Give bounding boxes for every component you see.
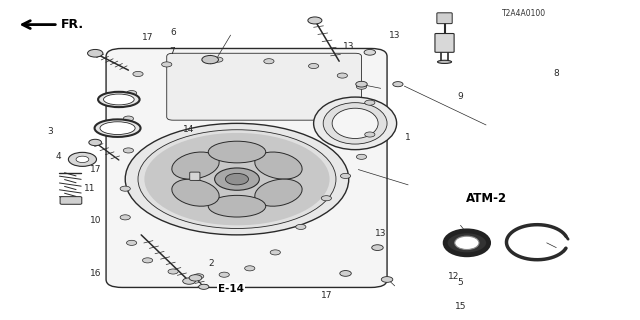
- Text: 16: 16: [90, 268, 101, 278]
- Text: 1: 1: [405, 133, 411, 142]
- Text: T2A4A0100: T2A4A0100: [502, 9, 547, 18]
- Ellipse shape: [323, 103, 387, 144]
- Text: 7: 7: [169, 47, 175, 56]
- Text: E-14: E-14: [218, 284, 244, 294]
- Circle shape: [168, 269, 178, 274]
- Ellipse shape: [314, 97, 397, 150]
- Ellipse shape: [172, 179, 219, 206]
- Circle shape: [68, 152, 97, 166]
- Text: 13: 13: [343, 42, 355, 52]
- Ellipse shape: [438, 60, 452, 63]
- Circle shape: [340, 270, 351, 276]
- Text: 10: 10: [90, 216, 101, 225]
- Circle shape: [124, 116, 134, 121]
- Circle shape: [364, 50, 376, 55]
- Circle shape: [308, 63, 319, 68]
- Text: 3: 3: [47, 127, 53, 136]
- FancyBboxPatch shape: [437, 13, 452, 24]
- Text: 17: 17: [90, 165, 101, 174]
- Text: 8: 8: [554, 69, 559, 78]
- Circle shape: [296, 224, 306, 229]
- Ellipse shape: [98, 92, 140, 107]
- Circle shape: [270, 250, 280, 255]
- Circle shape: [264, 59, 274, 64]
- Circle shape: [189, 275, 202, 281]
- Circle shape: [143, 258, 153, 263]
- FancyBboxPatch shape: [167, 53, 362, 120]
- FancyBboxPatch shape: [60, 197, 82, 204]
- Ellipse shape: [208, 196, 266, 217]
- Ellipse shape: [255, 179, 302, 206]
- Ellipse shape: [104, 94, 134, 105]
- Circle shape: [356, 154, 367, 159]
- Circle shape: [393, 82, 403, 87]
- Text: 13: 13: [375, 229, 387, 238]
- Circle shape: [193, 274, 204, 279]
- Circle shape: [214, 168, 259, 190]
- Circle shape: [365, 132, 375, 137]
- Circle shape: [356, 81, 367, 87]
- Circle shape: [212, 57, 223, 62]
- Text: 5: 5: [458, 278, 463, 287]
- Ellipse shape: [445, 231, 488, 255]
- Text: 13: 13: [389, 31, 401, 40]
- Circle shape: [120, 215, 131, 220]
- Circle shape: [219, 272, 229, 277]
- Ellipse shape: [172, 152, 219, 179]
- Text: 12: 12: [449, 272, 460, 281]
- Circle shape: [340, 173, 351, 179]
- Circle shape: [162, 62, 172, 67]
- Circle shape: [225, 173, 248, 185]
- FancyBboxPatch shape: [435, 34, 454, 52]
- Text: 11: 11: [84, 184, 96, 193]
- Circle shape: [127, 240, 137, 245]
- Text: FR.: FR.: [61, 18, 84, 31]
- Ellipse shape: [255, 152, 302, 179]
- Circle shape: [120, 186, 131, 191]
- Text: 2: 2: [209, 259, 214, 268]
- Text: 6: 6: [170, 28, 176, 37]
- Circle shape: [321, 196, 332, 201]
- Circle shape: [308, 17, 322, 24]
- Circle shape: [88, 50, 103, 57]
- Circle shape: [365, 100, 375, 105]
- Circle shape: [356, 84, 367, 89]
- Ellipse shape: [100, 122, 135, 134]
- Circle shape: [125, 123, 349, 235]
- Ellipse shape: [455, 236, 479, 250]
- Text: 15: 15: [455, 302, 467, 311]
- Circle shape: [372, 245, 383, 251]
- Text: 17: 17: [321, 291, 332, 300]
- Circle shape: [133, 71, 143, 76]
- FancyBboxPatch shape: [106, 49, 387, 287]
- Text: 4: 4: [55, 152, 61, 161]
- Text: 17: 17: [142, 33, 154, 42]
- Ellipse shape: [95, 119, 141, 137]
- Circle shape: [138, 130, 336, 228]
- Circle shape: [145, 133, 330, 225]
- Circle shape: [182, 278, 195, 284]
- Circle shape: [127, 91, 137, 96]
- Ellipse shape: [208, 141, 266, 163]
- Text: 14: 14: [184, 125, 195, 134]
- Circle shape: [244, 266, 255, 271]
- FancyBboxPatch shape: [189, 172, 200, 180]
- Circle shape: [202, 55, 218, 64]
- Circle shape: [381, 276, 393, 282]
- Circle shape: [89, 139, 102, 146]
- Circle shape: [198, 284, 209, 289]
- Text: 9: 9: [458, 92, 463, 101]
- Circle shape: [337, 73, 348, 78]
- Ellipse shape: [332, 108, 378, 139]
- Text: ATM-2: ATM-2: [465, 192, 507, 205]
- Circle shape: [76, 156, 89, 163]
- Circle shape: [124, 148, 134, 153]
